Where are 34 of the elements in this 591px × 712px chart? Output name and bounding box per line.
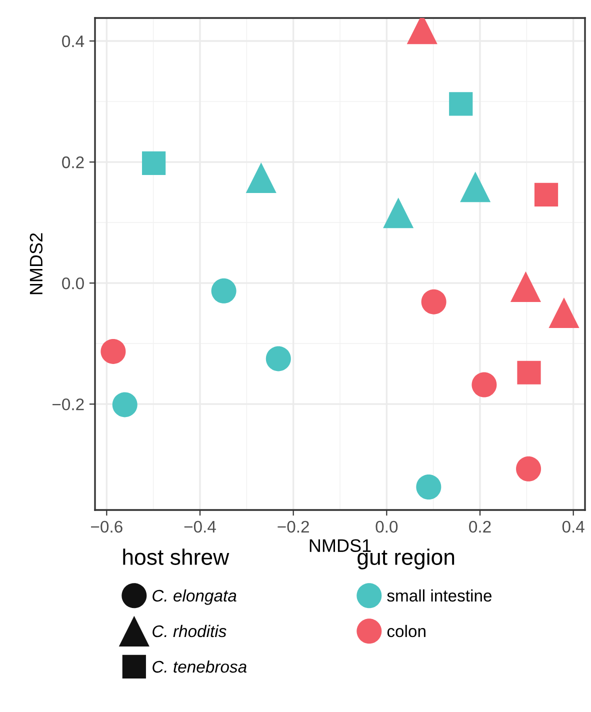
point [472, 372, 497, 398]
legend-label: colon [387, 624, 426, 638]
point [416, 474, 442, 500]
point [246, 162, 276, 194]
point [517, 360, 541, 384]
point [383, 198, 414, 228]
point [460, 172, 491, 202]
y-tick-label: 0.2 [62, 156, 84, 168]
legend-label: small intestine [387, 589, 492, 602]
point [100, 338, 126, 364]
point [421, 289, 446, 314]
y-tick-label: 0.0 [62, 277, 84, 290]
x-tick-label: −0.6 [91, 520, 122, 533]
legend-label: C. rhoditis [152, 624, 226, 638]
x-tick-label: −0.4 [184, 520, 216, 533]
point [510, 271, 542, 302]
point [112, 392, 138, 418]
x-tick-label: 0.4 [562, 520, 584, 533]
point [142, 151, 166, 176]
y-tick-label: −0.2 [52, 398, 84, 410]
y-axis-title: NMDS2 [30, 233, 43, 294]
x-tick-label: 0.2 [469, 520, 491, 533]
x-tick-label: 0.0 [376, 520, 398, 533]
point [548, 297, 580, 328]
legend-label: C. elongata [152, 589, 236, 605]
legend-label: C. tenebrosa [152, 660, 247, 673]
text: host shrew [123, 548, 230, 565]
point [266, 346, 291, 372]
x-tick-label: −0.2 [278, 520, 309, 533]
point [449, 92, 473, 116]
point [516, 456, 542, 482]
point [534, 182, 558, 207]
y-tick-label: 0.4 [62, 35, 84, 48]
point [211, 278, 236, 304]
